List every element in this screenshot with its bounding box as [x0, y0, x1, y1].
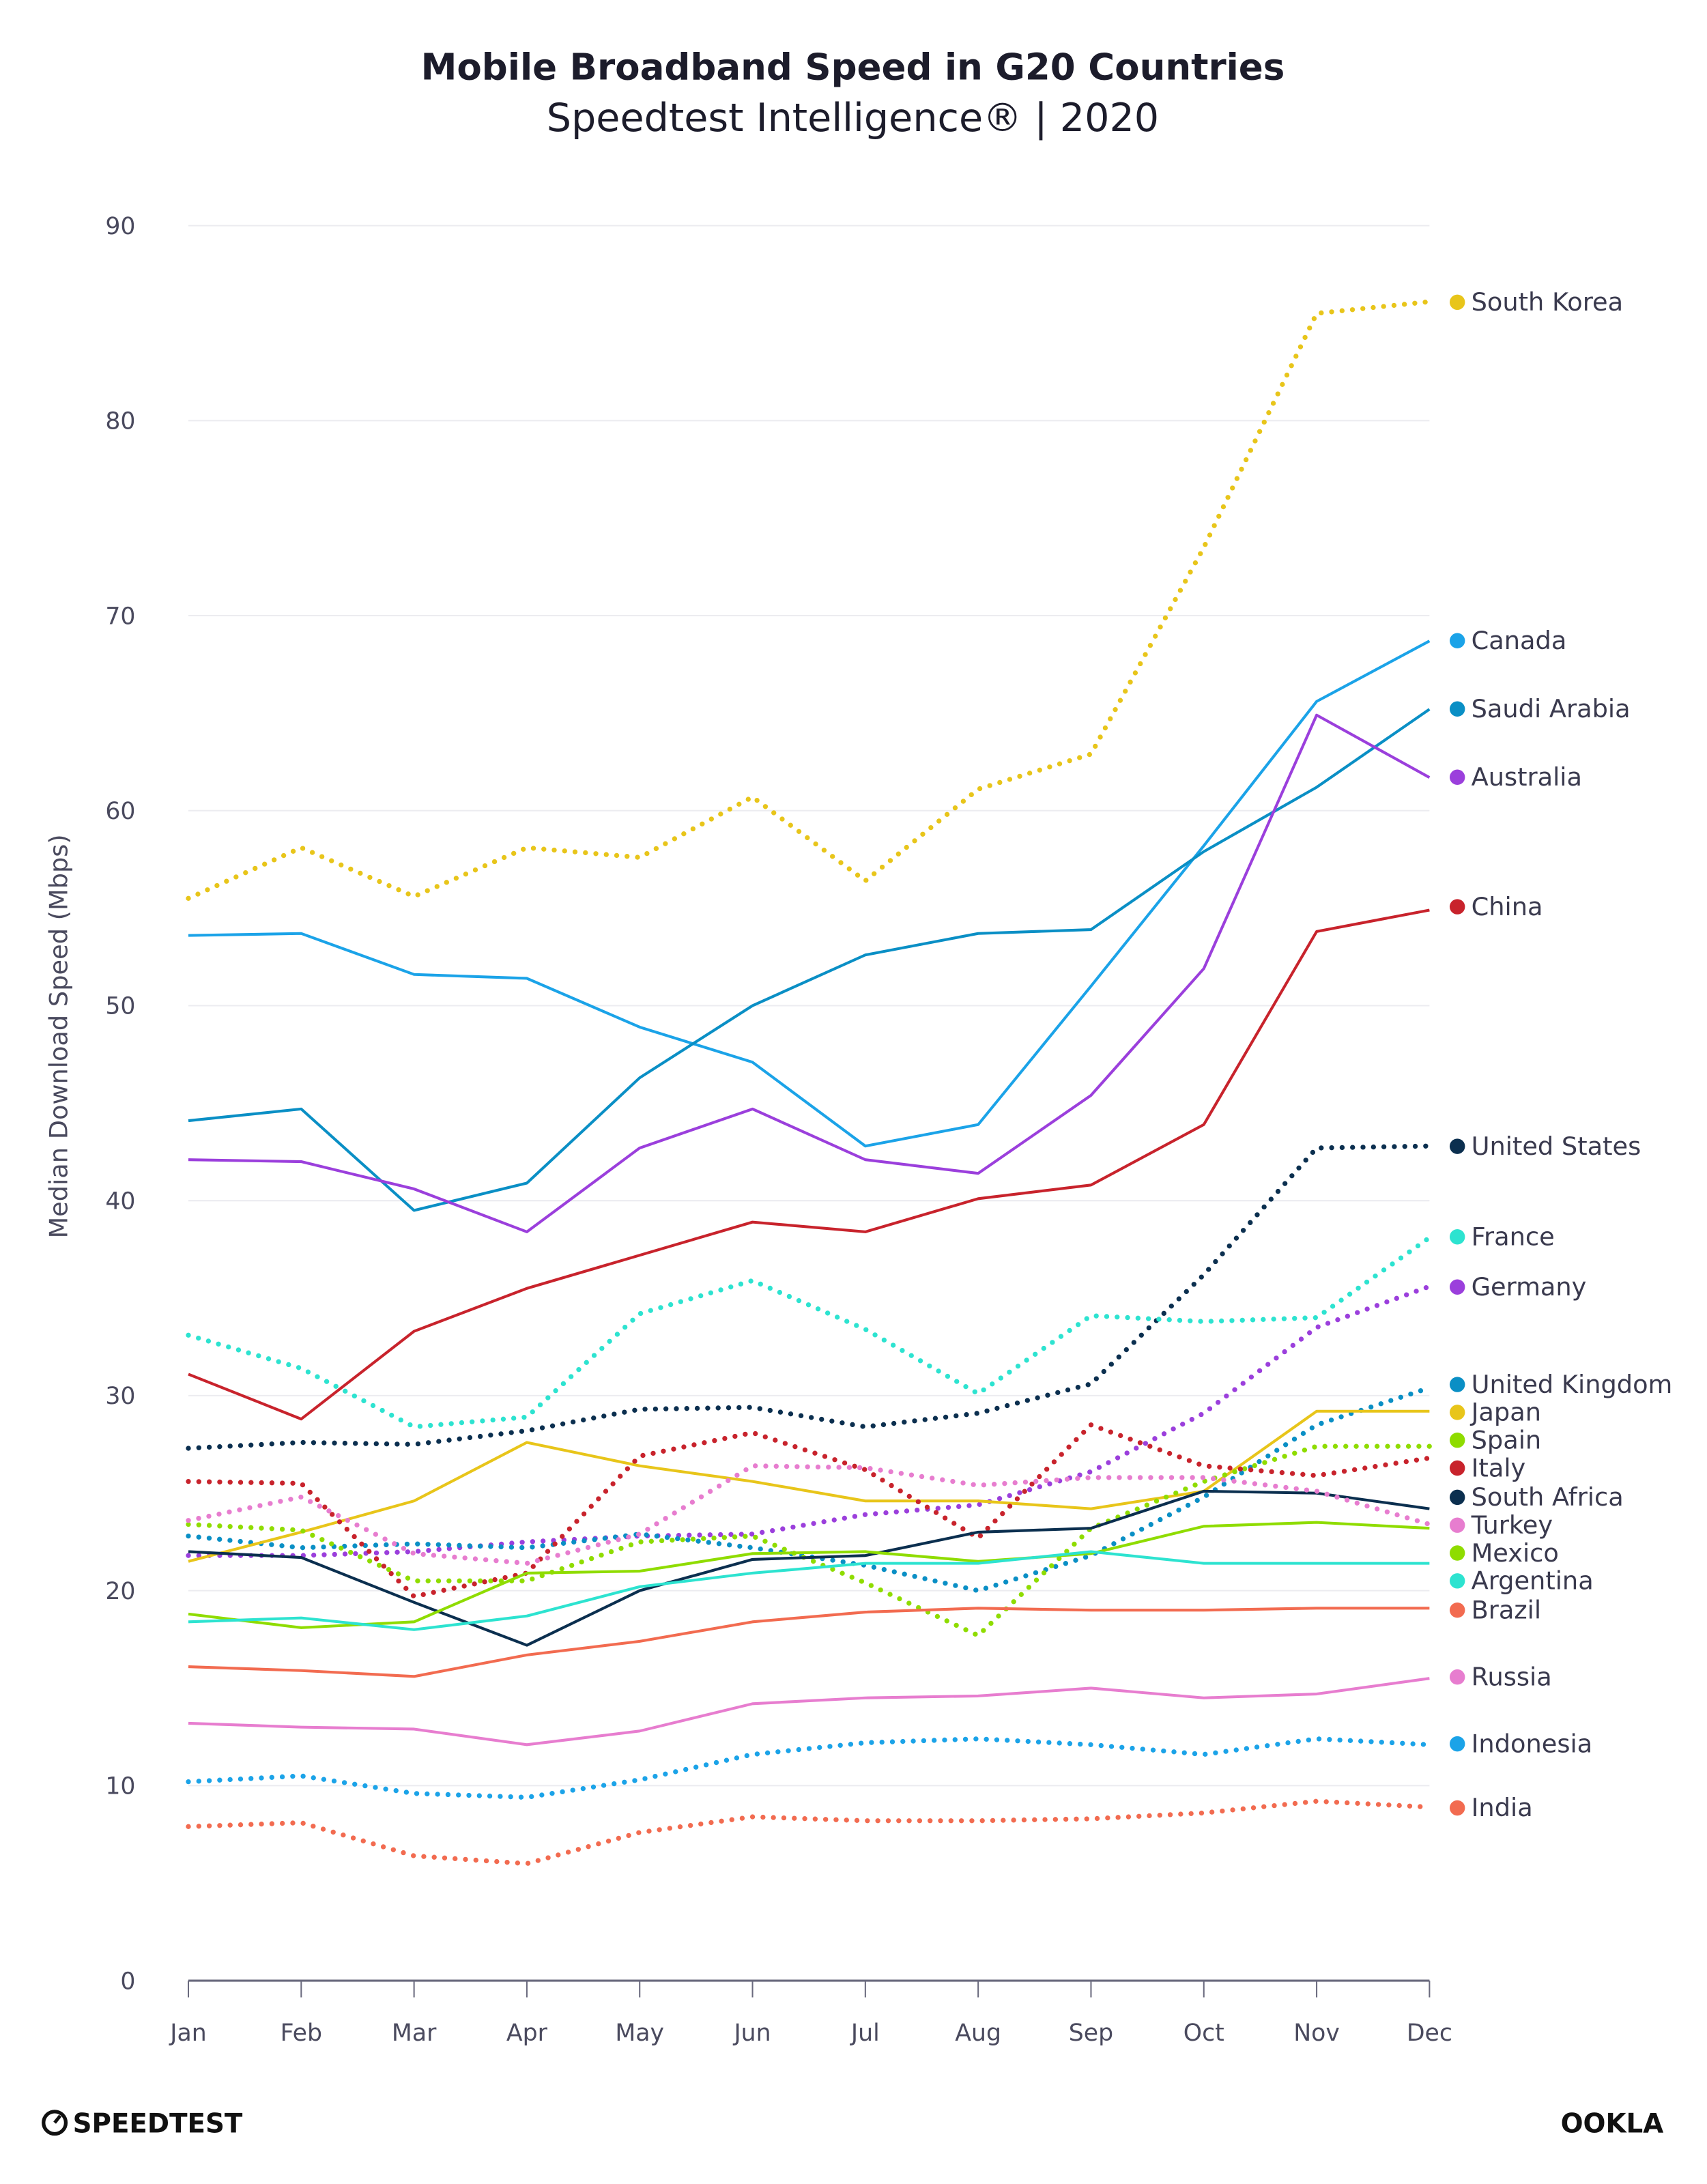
- legend-marker-united-kingdom: [1449, 1377, 1465, 1392]
- speedtest-logo: SPEEDTEST: [42, 2108, 243, 2139]
- series-label-germany: Germany: [1472, 1272, 1587, 1302]
- series-label-turkey: Turkey: [1471, 1510, 1553, 1540]
- series-line-brazil: [188, 1607, 1430, 1678]
- series-label-india: India: [1472, 1793, 1533, 1822]
- y-axis-label: Median Download Speed (Mbps): [44, 834, 73, 1238]
- legend-marker-united-states: [1449, 1138, 1465, 1154]
- legend-marker-canada: [1449, 633, 1465, 648]
- x-tick-label: Jan: [169, 2020, 206, 2047]
- series-line-mexico: [188, 1521, 1430, 1629]
- series-line-south-africa: [188, 1489, 1430, 1647]
- series-label-brazil: Brazil: [1472, 1595, 1541, 1624]
- y-tick-label: 20: [105, 1578, 135, 1605]
- x-tick-label: Jul: [850, 2020, 880, 2047]
- y-tick-label: 80: [105, 408, 135, 435]
- x-tick-label: Mar: [392, 2020, 437, 2047]
- series-label-south-africa: South Africa: [1472, 1482, 1624, 1512]
- chart-subtitle: Speedtest Intelligence® | 2020: [547, 96, 1159, 141]
- legend-marker-australia: [1449, 769, 1465, 785]
- legend-marker-india: [1449, 1800, 1465, 1816]
- y-tick-label: 40: [105, 1188, 135, 1215]
- legend-marker-spain: [1449, 1432, 1465, 1448]
- speedometer-icon: [42, 2110, 68, 2136]
- x-tick-label: May: [615, 2020, 664, 2047]
- series-label-canada: Canada: [1472, 626, 1567, 655]
- legend-marker-japan: [1449, 1405, 1465, 1420]
- legend-marker-saudi-arabia: [1449, 701, 1465, 717]
- series-line-argentina: [188, 1550, 1430, 1631]
- series-line-turkey: [186, 1463, 1433, 1566]
- series-line-japan: [188, 1409, 1430, 1563]
- series-label-china: China: [1472, 892, 1543, 921]
- y-tick-label: 50: [105, 993, 135, 1020]
- y-axis-ticks: 0 10 20 30 40 50 60 70 80 90: [105, 213, 135, 1995]
- series-label-united-kingdom: United Kingdom: [1472, 1370, 1673, 1399]
- series-label-australia: Australia: [1472, 762, 1582, 792]
- legend-marker-italy: [1449, 1460, 1465, 1476]
- y-tick-label: 10: [105, 1773, 135, 1800]
- speedtest-logo-text: SPEEDTEST: [73, 2108, 243, 2139]
- series-line-canada: [188, 640, 1431, 1148]
- x-tick-label: Feb: [281, 2020, 322, 2047]
- series-line-spain: [186, 1443, 1433, 1638]
- speedometer-needle: [53, 2114, 62, 2124]
- x-tick-label: Nov: [1293, 2020, 1340, 2047]
- legend-marker-turkey: [1449, 1517, 1465, 1533]
- legend-marker-south-africa: [1449, 1489, 1465, 1506]
- series-line-indonesia: [186, 1736, 1433, 1800]
- legend-marker-china: [1449, 899, 1465, 915]
- series-label-japan: Japan: [1470, 1398, 1541, 1427]
- series-line-india: [186, 1798, 1433, 1867]
- legend-marker-argentina: [1449, 1573, 1465, 1589]
- series-line-france: [186, 1235, 1433, 1430]
- series-label-argentina: Argentina: [1472, 1566, 1594, 1596]
- series-label-france: France: [1472, 1222, 1555, 1251]
- x-tick-label: Apr: [506, 2020, 548, 2047]
- series-label-united-states: United States: [1472, 1132, 1641, 1161]
- legend-marker-indonesia: [1449, 1736, 1465, 1752]
- x-tick-label: Aug: [955, 2020, 1001, 2047]
- series-label-russia: Russia: [1472, 1662, 1552, 1691]
- series-label-italy: Italy: [1472, 1453, 1526, 1482]
- x-tick-label: Oct: [1184, 2020, 1224, 2047]
- series-line-saudi-arabia: [188, 708, 1431, 1212]
- series-label-south-korea: South Korea: [1472, 287, 1623, 317]
- series-line-united-states: [186, 1143, 1433, 1451]
- series-label-mexico: Mexico: [1472, 1538, 1559, 1568]
- x-tick-label: Jun: [732, 2020, 771, 2047]
- y-tick-label: 90: [105, 213, 135, 240]
- series-line-china: [188, 908, 1430, 1421]
- legend-marker-mexico: [1449, 1545, 1465, 1561]
- legend-marker-south-korea: [1449, 294, 1465, 311]
- series-labels: South Korea Canada Saudi Arabia Australia Ch…: [1449, 287, 1673, 1822]
- legend-marker-france: [1449, 1229, 1465, 1245]
- y-tick-label: 60: [105, 798, 135, 825]
- series-label-indonesia: Indonesia: [1472, 1729, 1593, 1758]
- series-line-germany: [186, 1284, 1433, 1558]
- y-tick-label: 70: [105, 603, 135, 630]
- series-line-russia: [188, 1677, 1430, 1747]
- y-tick-label: 0: [120, 1968, 135, 1995]
- x-tick-label: Sep: [1069, 2020, 1113, 2047]
- y-tick-label: 30: [105, 1383, 135, 1410]
- x-axis: Jan Feb Mar Apr May Jun Jul Aug Sep Oct Nov Dec: [169, 1979, 1452, 2047]
- legend-marker-germany: [1449, 1279, 1465, 1295]
- legend-marker-brazil: [1449, 1602, 1465, 1618]
- ookla-logo: OOKLA: [1561, 2108, 1664, 2139]
- series-lines: [186, 299, 1433, 1867]
- gridlines: [188, 225, 1430, 1787]
- series-line-australia: [188, 713, 1431, 1233]
- legend-marker-russia: [1449, 1669, 1465, 1685]
- series-line-south-korea: [186, 299, 1433, 901]
- chart-title: Mobile Broadband Speed in G20 Countries: [421, 46, 1285, 88]
- series-label-saudi-arabia: Saudi Arabia: [1472, 694, 1631, 723]
- series-label-spain: Spain: [1472, 1425, 1542, 1454]
- x-tick-label: Dec: [1407, 2020, 1452, 2047]
